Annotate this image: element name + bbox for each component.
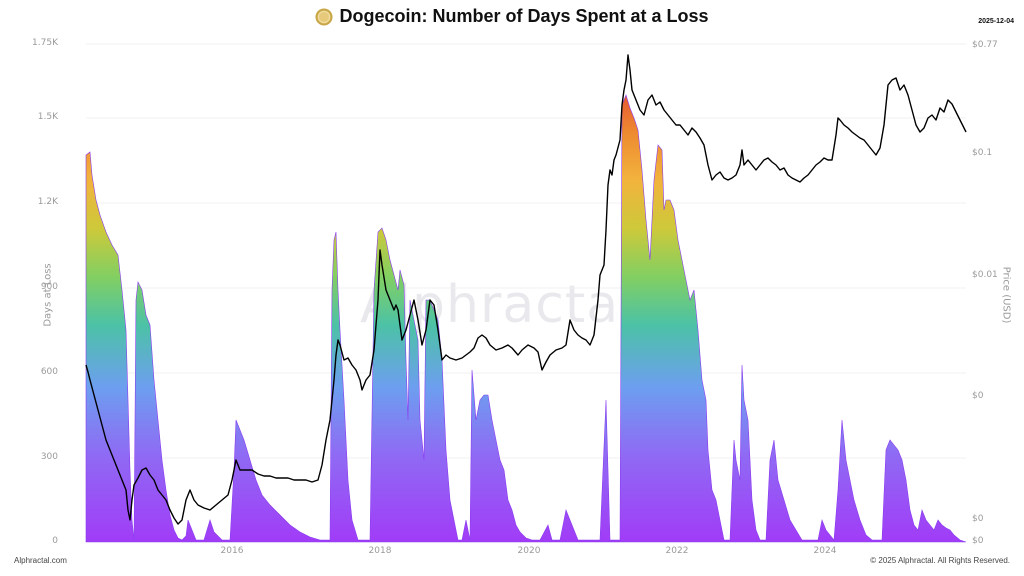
- grid-lines: [86, 43, 966, 459]
- x-tick: 2024: [813, 546, 837, 556]
- watermark: Alphractal: [360, 275, 635, 335]
- chart-title-wrap: Dogecoin: Number of Days Spent at a Loss: [0, 6, 1024, 31]
- y-axis-label-right: Price (USD): [1000, 266, 1012, 324]
- y-tick-left: 1.5K: [37, 112, 58, 122]
- y-tick-left: 900: [40, 282, 58, 292]
- y-tick-right: $0.1: [972, 148, 993, 158]
- y-tick-right: $0.01: [972, 270, 998, 280]
- x-tick: 2022: [665, 546, 689, 556]
- y-tick-right: $0: [972, 536, 984, 546]
- chart-date: 2025-12-04: [978, 18, 1014, 25]
- x-tick: 2020: [517, 546, 541, 556]
- y-axis-label-left: Days at Loss: [42, 263, 54, 327]
- y-tick-right: $0: [972, 391, 984, 401]
- y-tick-right: $0.77: [972, 40, 998, 50]
- x-tick: 2018: [368, 546, 392, 556]
- y-tick-left: 300: [40, 452, 58, 462]
- chart-title: Dogecoin: Number of Days Spent at a Loss: [315, 6, 709, 27]
- chart-title-text: Dogecoin: Number of Days Spent at a Loss: [339, 6, 709, 26]
- y-tick-left: 600: [40, 367, 58, 377]
- x-tick: 2016: [220, 546, 244, 556]
- y-tick-right: $0: [972, 514, 984, 524]
- y-tick-left: 1.2K: [37, 197, 58, 207]
- y-tick-left: 1.75K: [32, 38, 58, 48]
- footer-copyright: © 2025 Alphractal. All Rights Reserved.: [870, 556, 1010, 565]
- footer-site: Alphractal.com: [14, 556, 67, 565]
- days-at-loss-area: [85, 94, 967, 543]
- dogecoin-coin-icon: [315, 7, 334, 26]
- y-tick-left: 0: [52, 536, 58, 546]
- price-line: [85, 54, 967, 525]
